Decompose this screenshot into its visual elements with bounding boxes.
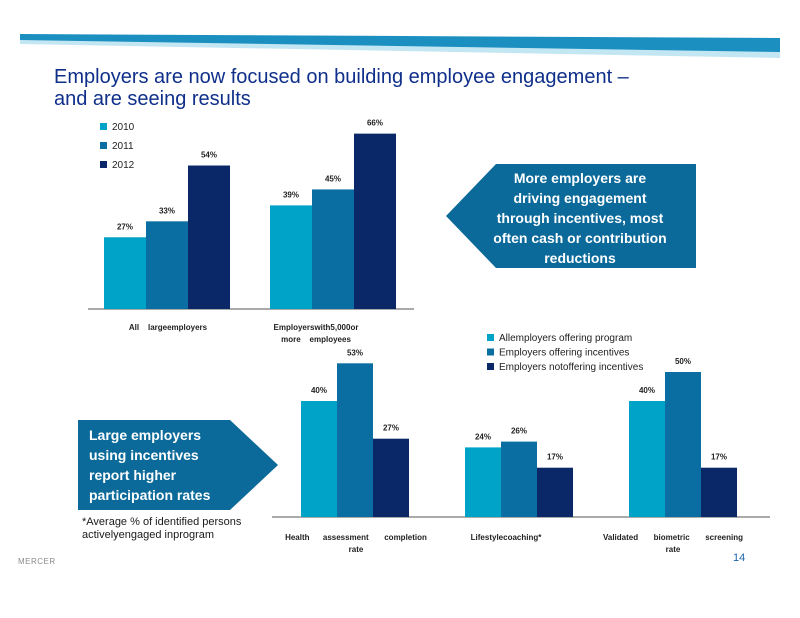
data-label: 45% <box>325 174 341 183</box>
callout-left-line: participation rates <box>89 487 211 503</box>
category-label: rate <box>349 545 364 554</box>
data-label: 17% <box>711 453 727 462</box>
legend-swatch <box>487 348 494 356</box>
callout-left-line: using incentives <box>89 447 199 463</box>
category-label: All largeemployers <box>129 323 208 332</box>
callout-left-line: report higher <box>89 467 177 483</box>
bar <box>629 401 665 517</box>
data-label: 26% <box>511 427 527 436</box>
data-label: 24% <box>475 432 491 441</box>
slide-title-line1: Employers are now focused on building em… <box>54 66 629 88</box>
data-label: 53% <box>347 348 363 357</box>
data-label: 27% <box>117 222 133 231</box>
data-label: 40% <box>639 386 655 395</box>
bar <box>501 441 537 517</box>
callout-left-text: Large employers using incentives report … <box>89 425 229 505</box>
legend-swatch <box>100 142 107 149</box>
footer-logo: MERCER <box>18 557 56 566</box>
data-label: 50% <box>675 357 691 366</box>
bar <box>104 237 146 309</box>
bar <box>373 438 409 517</box>
footnote: *Average % of identified persons activel… <box>82 516 241 542</box>
bar <box>537 467 573 517</box>
data-label: 17% <box>547 453 563 462</box>
bar <box>301 401 337 517</box>
legend-label: Employers offering incentives <box>499 348 629 359</box>
data-label: 33% <box>159 206 175 215</box>
legend-label: 2011 <box>112 141 134 152</box>
callout-right-line: driving engagement <box>513 190 647 206</box>
bar <box>312 189 354 309</box>
legend-swatch <box>487 334 494 341</box>
data-label: 54% <box>201 151 217 160</box>
slide-title-line2: and are seeing results <box>54 88 251 110</box>
legend-swatch <box>487 363 494 370</box>
callout-right-line: through incentives, most <box>496 210 664 226</box>
bar <box>701 467 737 517</box>
category-label: rate <box>666 545 681 554</box>
data-label: 66% <box>367 119 383 128</box>
category-label: Health assessment completion <box>285 533 427 542</box>
legend-swatch <box>100 161 107 168</box>
banner-dark-stripe <box>20 34 780 52</box>
callout-right-line: reductions <box>544 250 616 266</box>
footnote-line2: activelyengaged inprogram <box>82 529 215 541</box>
callout-right-text: More employers are driving engagement th… <box>470 168 690 268</box>
legend-label: 2010 <box>112 122 135 133</box>
slide-title: Employers are now focused on building em… <box>54 66 714 110</box>
bar <box>465 447 501 517</box>
bar <box>146 221 188 309</box>
top-banner <box>20 34 780 58</box>
bar <box>270 205 312 309</box>
callout-left-line: Large employers <box>89 427 202 443</box>
bar <box>188 165 230 309</box>
bar <box>354 133 396 309</box>
callout-right-line: often cash or contribution <box>493 230 667 246</box>
category-label: Lifestylecoaching* <box>471 533 543 542</box>
bar <box>337 363 373 517</box>
data-label: 39% <box>283 190 299 199</box>
legend-swatch <box>100 123 107 130</box>
legend-label: Allemployers offering program <box>499 333 632 344</box>
bar <box>665 372 701 517</box>
callout-right-line: More employers are <box>513 170 647 186</box>
footnote-line1: *Average % of identified persons <box>82 516 242 528</box>
data-label: 40% <box>311 386 327 395</box>
category-label: Employerswith5,000or <box>274 323 359 332</box>
legend-label: Employers notoffering incentives <box>499 362 643 373</box>
legend-label: 2012 <box>112 160 135 171</box>
category-label: more employees <box>281 335 351 344</box>
category-label: Validated biometric screening <box>603 533 743 542</box>
page-number: 14 <box>733 552 746 564</box>
data-label: 27% <box>383 424 399 433</box>
